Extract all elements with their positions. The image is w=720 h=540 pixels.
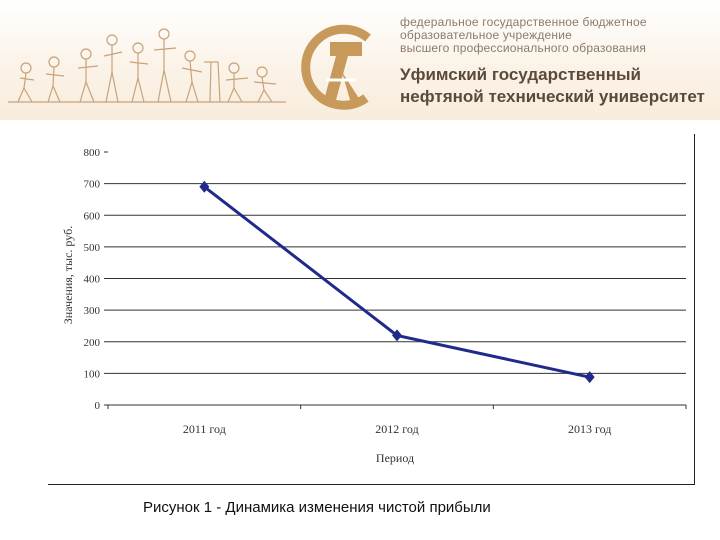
data-point-marker — [392, 329, 402, 342]
x-category-label: 2011 год — [183, 422, 226, 436]
chart-frame — [48, 134, 695, 485]
people-sketch-icon — [8, 28, 286, 103]
org-line: образовательное учреждение — [400, 28, 573, 42]
y-tick-label: 700 — [84, 179, 101, 191]
org-line: высшего профессионального образования — [400, 41, 647, 55]
x-category-label: 2012 год — [375, 422, 418, 436]
university-logo-icon — [301, 24, 371, 110]
y-tick-label: 600 — [84, 210, 101, 222]
y-tick-label: 100 — [84, 368, 101, 380]
x-category-label: 2013 год — [568, 422, 611, 436]
y-tick-label: 300 — [84, 305, 101, 317]
data-point-marker — [584, 371, 595, 384]
chart-gridlines — [108, 183, 686, 374]
header-banner: федеральное государственное бюджетное об… — [0, 0, 720, 120]
y-tick-label: 0 — [95, 400, 101, 412]
y-tick-label: 400 — [84, 274, 101, 286]
y-axis-ticks: 0 100 200 300 400 500 600 700 800 — [84, 147, 108, 412]
y-tick-label: 500 — [84, 242, 101, 254]
organization-type-text: федеральное государственное бюджетное об… — [400, 16, 647, 55]
figure-caption: Рисунок 1 - Динамика изменения чистой пр… — [143, 499, 491, 516]
series-markers — [199, 180, 595, 384]
y-tick-label: 800 — [84, 147, 101, 159]
data-point-marker — [199, 180, 210, 193]
x-axis-label: Период — [376, 451, 414, 465]
x-axis-categories: 2011 год 2012 год 2013 год — [107, 405, 687, 436]
university-name-line: нефтяной технический университет — [400, 87, 705, 106]
university-name: Уфимский государственный нефтяной технич… — [400, 64, 705, 108]
university-name-line: Уфимский государственный — [400, 65, 641, 84]
y-tick-label: 200 — [84, 337, 101, 349]
y-axis-label: Значения, тыс. руб. — [61, 226, 75, 324]
org-line: федеральное государственное бюджетное — [400, 15, 647, 29]
